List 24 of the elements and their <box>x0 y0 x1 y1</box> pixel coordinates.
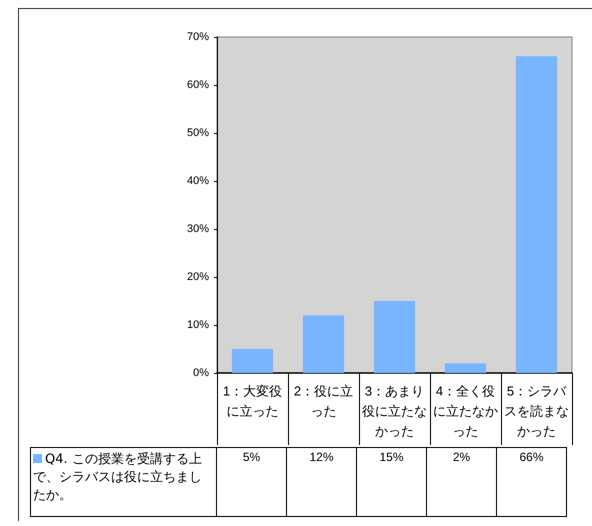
x-tick-label: 1：大変役に立った <box>222 384 282 418</box>
y-tick-label: 20% <box>186 271 210 283</box>
bar <box>232 349 274 373</box>
data-label: 15% <box>356 448 426 516</box>
y-tick-label: 0% <box>193 367 210 379</box>
bar <box>444 363 486 373</box>
x-tick-label: 3：あまり役に立たなかった <box>362 384 427 438</box>
data-label: 12% <box>286 448 356 516</box>
legend-label: Q4. この授業を受講する上で、シラバスは役に立ちましたか。 <box>30 448 216 516</box>
data-label: 66% <box>496 448 566 516</box>
y-tick-label: 40% <box>186 175 210 187</box>
y-tick-label: 30% <box>186 223 210 235</box>
bar <box>516 56 558 373</box>
bar <box>374 301 416 373</box>
y-tick-label: 10% <box>186 319 210 331</box>
y-tick-label: 50% <box>186 127 210 139</box>
x-tick-label: 5：シラバスを読まなかった <box>504 384 569 438</box>
bar <box>302 315 344 373</box>
x-tick-label: 4：全く役に立たなかった <box>433 384 498 438</box>
x-tick-label: 2：役に立った <box>294 384 354 418</box>
y-tick-label: 60% <box>186 79 210 91</box>
data-label: 2% <box>426 448 496 516</box>
data-label: 5% <box>216 448 286 516</box>
y-tick-label: 70% <box>186 31 210 43</box>
